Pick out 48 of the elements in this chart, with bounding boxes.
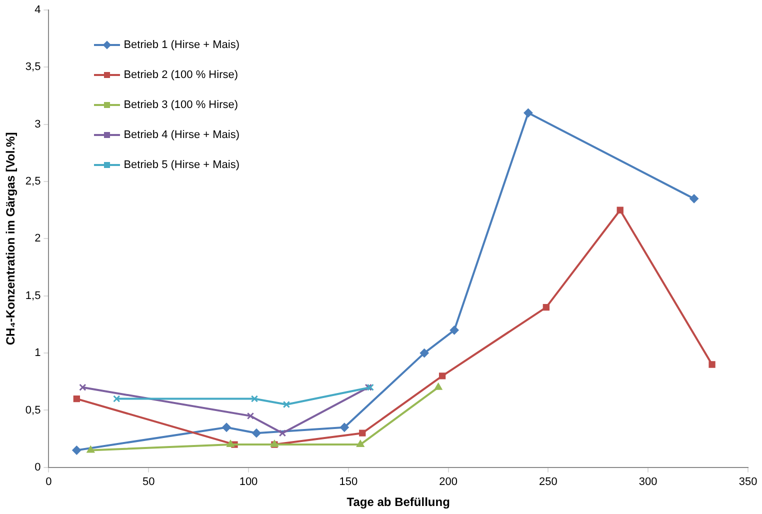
y-tick-label: 2,5 [25,176,41,188]
point [278,430,286,437]
y-tick-label: 4 [34,4,41,16]
x-axis-title: Tage ab Befüllung [346,495,450,510]
point [282,400,290,408]
point [226,440,234,448]
x-tick-label: 150 [339,476,358,488]
x-tick-label: 50 [142,476,155,488]
point [246,412,254,420]
y-tick-label: 0,5 [25,404,41,416]
y-tick-label: 1,5 [25,290,41,302]
point [420,348,429,358]
y-tick-label: 1 [34,347,41,360]
point [450,326,459,335]
point [72,446,82,455]
legend-label: Betrieb 1 (Hirse + Mais) [124,39,240,51]
x-tick-label: 300 [638,476,658,488]
point [359,430,366,436]
point [542,304,550,311]
y-tick-label: 3 [34,118,41,130]
point [340,422,349,432]
point [113,395,120,402]
point [524,108,533,118]
point [252,428,261,438]
point [86,446,95,453]
y-tick-label: 3,5 [25,61,41,74]
point [690,194,699,204]
y-tick-label: 2 [34,232,41,245]
x-tick-label: 100 [239,476,258,488]
legend-label: Betrieb 2 (100 % Hirse) [124,69,238,81]
legend-label: Betrieb 5 (Hirse + Mais) [124,159,240,171]
y-axis-title: CH₄-Konzentration im Gärgas [Vol.%] [4,132,18,346]
y-tick-label: 0 [34,461,41,474]
legend-label: Betrieb 3 (100 % Hirse) [124,99,238,111]
point [356,440,364,448]
point [222,422,232,432]
x-tick-label: 200 [439,476,458,488]
legend-label: Betrieb 4 (Hirse + Mais) [124,129,240,141]
x-tick-label: 0 [46,476,52,488]
point [73,395,80,402]
point [79,384,86,391]
x-tick-label: 350 [738,476,758,488]
point [438,372,446,380]
point [250,395,258,402]
x-tick-label: 250 [539,476,558,488]
point [434,382,442,390]
point [708,361,716,368]
point [616,206,624,214]
